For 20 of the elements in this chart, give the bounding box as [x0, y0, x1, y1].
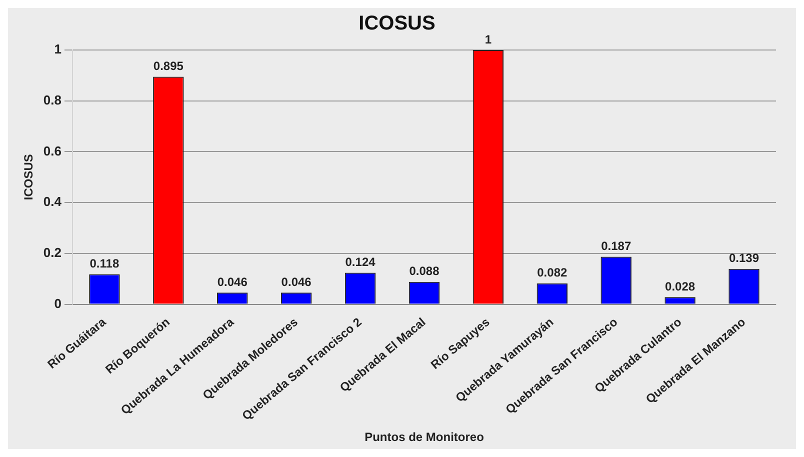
- data-label: 0.046: [217, 274, 248, 289]
- y-axis-title: ICOSUS: [22, 154, 36, 200]
- data-label: 0.187: [601, 239, 632, 254]
- y-tick-label: 1: [54, 42, 62, 57]
- data-label: 0.124: [345, 255, 376, 270]
- chart-title: ICOSUS: [358, 12, 436, 35]
- y-tick-label: 0.8: [43, 92, 62, 108]
- data-label: 0.118: [90, 256, 120, 271]
- y-tick-label: 0.4: [43, 194, 62, 210]
- x-axis-title: Puntos de Monitoreo: [364, 430, 484, 444]
- data-label: 0.046: [281, 274, 312, 289]
- data-label: 0.028: [665, 279, 696, 294]
- y-tick-label: 0.2: [43, 244, 62, 260]
- y-tick-label: 0: [54, 296, 62, 311]
- data-label: 0.088: [409, 264, 440, 278]
- data-label: 0.082: [537, 266, 568, 280]
- data-label: 0.139: [729, 251, 760, 266]
- data-label: 1: [484, 32, 492, 46]
- y-tick-label: 0.6: [43, 143, 62, 158]
- data-label: 0.895: [153, 59, 184, 74]
